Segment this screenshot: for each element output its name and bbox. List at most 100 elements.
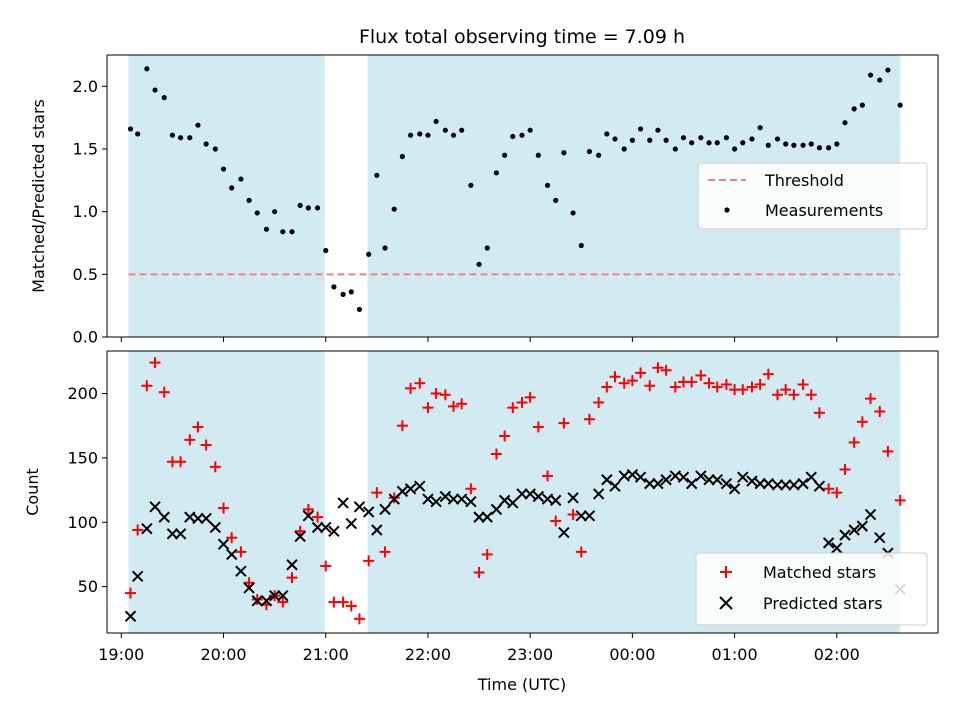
- predicted-star-point: [822, 537, 835, 549]
- matched-star-point: [345, 600, 357, 612]
- matched-star-point: [831, 487, 843, 499]
- matched-star-point: [567, 509, 579, 521]
- predicted-star-point: [813, 480, 826, 492]
- predicted-star-point: [200, 512, 212, 525]
- measurement-point: [442, 127, 448, 133]
- matched-stars-points: [125, 357, 906, 625]
- measurement-point: [757, 125, 763, 131]
- matched-star-point: [772, 389, 784, 401]
- matched-star-point: [379, 546, 391, 558]
- matched-star-point: [209, 461, 221, 473]
- measurement-point: [246, 197, 252, 203]
- chart-title: Flux total observing time = 7.09 h: [359, 26, 685, 48]
- measurement-point: [774, 136, 781, 142]
- matched-star-point: [695, 369, 707, 381]
- measurement-point: [323, 247, 329, 254]
- matched-star-point: [524, 391, 536, 403]
- predicted-star-point: [286, 559, 298, 571]
- measurement-point: [834, 141, 840, 147]
- measurement-point: [647, 137, 653, 143]
- measurement-point: [433, 118, 439, 125]
- predicted-star-point: [754, 477, 766, 490]
- predicted-star-point: [695, 470, 707, 482]
- matched-star-point: [601, 381, 613, 393]
- measurement-point: [800, 142, 806, 148]
- matched-star-point: [226, 532, 238, 544]
- matched-star-point: [499, 430, 511, 442]
- matched-star-point: [371, 487, 383, 499]
- y-tick-label: 1.5: [73, 140, 98, 159]
- measurement-point: [877, 77, 883, 83]
- matched-star-point: [746, 381, 758, 393]
- predicted-star-point: [805, 471, 817, 483]
- measurement-point: [740, 140, 746, 146]
- measurement-point: [578, 242, 584, 249]
- measurement-point: [417, 131, 423, 137]
- matched-star-point: [575, 546, 587, 558]
- predicted-star-point: [831, 542, 843, 554]
- matched-star-point: [550, 515, 562, 527]
- measurement-point: [399, 153, 405, 160]
- x-tick-label: 20:00: [200, 645, 246, 664]
- predicted-star-point: [124, 610, 137, 622]
- shaded-span: [128, 351, 325, 633]
- measurement-point: [826, 145, 832, 151]
- matched-star-point: [353, 613, 365, 625]
- measurement-point: [229, 185, 235, 191]
- predicted-star-point: [797, 477, 809, 490]
- bottom-axes-frame: [106, 350, 939, 634]
- measurements-legend-swatch: [724, 207, 730, 213]
- threshold-legend-label: Threshold: [764, 171, 844, 190]
- predicted-star-point: [703, 474, 715, 486]
- matched-star-point: [312, 511, 324, 523]
- measurement-point: [450, 132, 457, 138]
- matched-star-point: [797, 378, 809, 390]
- top-y-axis-label: Matched/Predicted stars: [29, 99, 48, 293]
- predicted-star-point: [644, 477, 656, 490]
- predicted-star-point: [874, 532, 886, 544]
- matched-star-point: [465, 483, 477, 495]
- predicted-star-point: [447, 493, 460, 505]
- measurement-point: [570, 210, 576, 216]
- matched-star-point: [481, 548, 493, 560]
- measurement-point: [859, 102, 865, 108]
- y-tick-label: 200: [67, 384, 98, 403]
- matched-star-point: [542, 470, 554, 482]
- matched-legend-label: Matched stars: [763, 563, 876, 582]
- predicted-star-point: [481, 511, 493, 523]
- measurement-point: [391, 206, 397, 212]
- matched-star-point: [507, 402, 519, 414]
- predicted-star-point: [149, 501, 161, 513]
- measurement-point: [254, 210, 260, 216]
- predicted-star-point: [174, 528, 187, 540]
- top-axes-frame: [106, 54, 939, 338]
- measurement-point: [340, 291, 346, 297]
- bottom-legend: Matched stars Predicted stars: [695, 552, 928, 626]
- measurement-point: [714, 140, 720, 146]
- measurement-point: [791, 142, 797, 148]
- top-x-ticks: [120, 337, 838, 342]
- y-tick-label: 1.0: [73, 202, 98, 221]
- matched-star-point: [686, 376, 698, 388]
- predicted-star-point: [609, 480, 621, 492]
- measurement-point: [280, 229, 286, 235]
- predicted-star-point: [567, 492, 579, 504]
- matched-star-point: [363, 555, 375, 567]
- matched-star-point: [405, 382, 417, 394]
- x-axis-label: Time (UTC): [477, 675, 566, 694]
- top-legend-box: [697, 162, 928, 230]
- predicted-star-point: [465, 495, 477, 508]
- matched-star-point: [882, 445, 894, 457]
- matched-star-point: [583, 413, 595, 425]
- measurement-point: [604, 131, 610, 137]
- predicted-stars-points: [124, 468, 906, 622]
- matched-star-point: [320, 560, 332, 572]
- measurement-point: [374, 172, 380, 178]
- measurement-point: [484, 245, 490, 251]
- matched-star-point: [865, 393, 877, 405]
- measurement-point: [680, 135, 687, 141]
- predicted-star-point: [379, 503, 391, 516]
- measurement-point: [366, 251, 372, 257]
- predicted-star-point: [498, 494, 511, 507]
- y-tick-label: 0.0: [73, 328, 98, 347]
